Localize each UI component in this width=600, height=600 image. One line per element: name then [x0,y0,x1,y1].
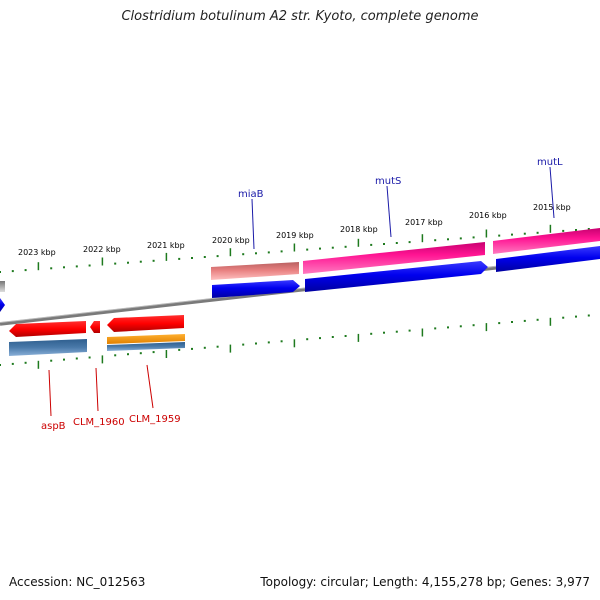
gene-asp-b [9,339,87,356]
kbp-scale-labels: 2023 kbp 2022 kbp 2021 kbp 2020 kbp 2019… [18,203,571,257]
cds-mut-s [305,261,488,292]
label-mut-s: mutS [375,176,401,187]
label-asp-b: aspB [41,421,66,432]
topology-summary: Topology: circular; Length: 4,155,278 bp… [260,575,590,589]
label-clm-1959: CLM_1959 [129,414,181,425]
gene-clm-1959-cds [107,315,184,332]
kbp-label: 2017 kbp [405,218,443,227]
gene-mia-b [211,262,299,280]
lower-scale-ruler [0,314,590,369]
cds-mia-b [212,280,300,298]
upper-gene-track [0,228,600,292]
gene-asp-b-cds [9,321,86,337]
upper-cds-track [0,246,600,312]
accession-label: Accession: NC_012563 [9,575,146,589]
label-clm-1960: CLM_1960 [73,417,125,428]
gene-mut-l [493,228,600,254]
gene-clm-1959-orange [107,334,185,344]
kbp-label: 2021 kbp [147,241,185,250]
kbp-label: 2022 kbp [83,245,121,254]
label-mut-l: mutL [537,157,563,168]
gene-clm-1959 [107,342,185,351]
cds-partial-left [0,298,5,312]
gene-mut-s [303,242,485,274]
gene-label-lines [48,166,555,417]
map-title: Clostridium botulinum A2 str. Kyoto, com… [121,9,479,24]
gene-labels: miaB mutS mutL aspB CLM_1960 CLM_1959 [41,157,563,432]
gene-clm-1960-cds [90,321,100,333]
kbp-label: 2023 kbp [18,248,56,257]
lower-gene-track [9,315,185,356]
kbp-label: 2020 kbp [212,236,250,245]
upper-scale-ruler [0,224,590,273]
label-mia-b: miaB [238,189,264,200]
kbp-label: 2016 kbp [469,211,507,220]
cds-mut-l [496,246,600,272]
kbp-label: 2019 kbp [276,231,314,240]
gene-partial-left [0,281,5,292]
kbp-label: 2018 kbp [340,225,378,234]
kbp-label: 2015 kbp [533,203,571,212]
